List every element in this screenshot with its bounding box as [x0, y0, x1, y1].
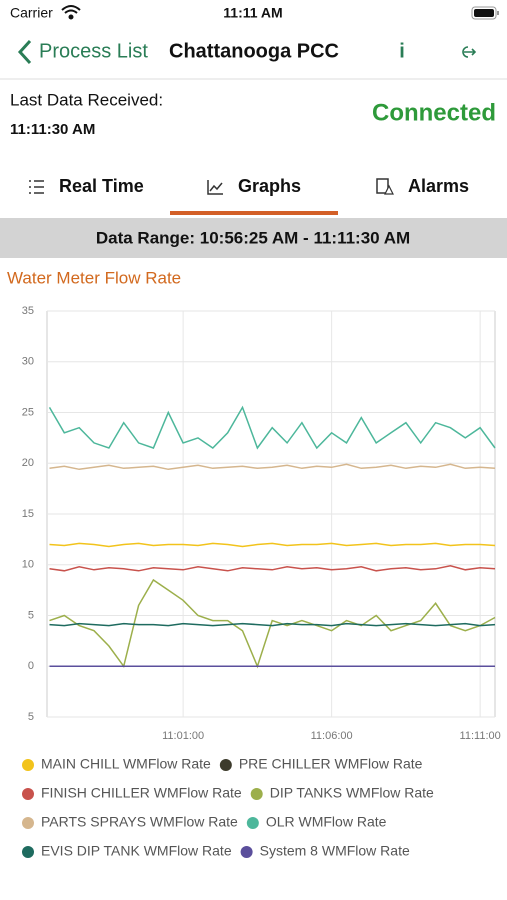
logout-button[interactable]	[462, 46, 477, 58]
y-tick-label: 5	[28, 609, 34, 621]
legend-label: PARTS SPRAYS WMFlow Rate	[41, 814, 238, 830]
y-tick-label: 25	[22, 406, 34, 418]
battery-icon	[471, 6, 499, 20]
series-line	[49, 578, 496, 669]
y-tick-label: 30	[22, 356, 34, 368]
legend-swatch	[22, 759, 34, 771]
legend-label: FINISH CHILLER WMFlow Rate	[41, 785, 242, 801]
last-data-label: Last Data Received:	[10, 90, 163, 109]
tab-alarms[interactable]: Alarms	[376, 176, 469, 196]
back-label[interactable]: Process List	[39, 40, 148, 62]
y-tick-label: 10	[22, 559, 34, 571]
tab-label[interactable]: Graphs	[238, 176, 301, 196]
legend-swatch	[240, 846, 253, 858]
connection-status: Connected	[372, 99, 496, 126]
legend-swatch	[250, 788, 263, 800]
back-button[interactable]: Process List	[17, 39, 148, 65]
legend-label: DIP TANKS WMFlow Rate	[270, 785, 434, 801]
data-range: Data Range: 10:56:25 AM - 11:11:30 AM	[96, 228, 410, 247]
last-data-time: 11:11:30 AM	[10, 121, 95, 138]
x-tick-label: 11:11:00	[460, 730, 501, 742]
legend-label: MAIN CHILL WMFlow Rate	[41, 756, 211, 772]
x-tick-label: 11:06:00	[311, 730, 353, 742]
info-button[interactable]: i	[399, 40, 405, 62]
legend-swatch	[246, 817, 259, 829]
tab-real-time[interactable]: Real Time	[29, 176, 144, 196]
series-line	[48, 405, 496, 450]
y-tick-label: 0	[28, 660, 34, 672]
y-tick-label: 5	[28, 711, 34, 723]
series-line	[49, 463, 496, 471]
series-line	[49, 542, 496, 548]
legend-label: EVIS DIP TANK WMFlow Rate	[41, 843, 232, 859]
y-tick-label: 15	[22, 508, 34, 520]
tab-label[interactable]: Alarms	[408, 176, 469, 196]
legend-label: System 8 WMFlow Rate	[260, 843, 410, 859]
legend-swatch	[22, 846, 34, 858]
wifi-icon	[61, 5, 81, 20]
carrier: Carrier	[10, 5, 53, 21]
legend-swatch	[22, 817, 34, 829]
tab-indicator	[170, 211, 338, 215]
y-tick-label: 20	[22, 457, 34, 469]
legend-label: PRE CHILLER WMFlow Rate	[239, 756, 423, 772]
legend-swatch	[219, 759, 232, 771]
nav-title: Chattanooga PCC	[169, 40, 339, 62]
range-bar	[0, 218, 507, 258]
tab-label[interactable]: Real Time	[59, 176, 144, 196]
tab-graphs[interactable]: Graphs	[207, 176, 301, 196]
x-tick-label: 11:01:00	[162, 730, 204, 742]
chart-title: Water Meter Flow Rate	[7, 268, 181, 287]
series-line	[49, 622, 496, 627]
y-tick-label: 35	[22, 305, 34, 317]
series-line	[49, 565, 496, 572]
legend-label: OLR WMFlow Rate	[266, 814, 387, 830]
legend-swatch	[22, 788, 34, 800]
clock: 11:11 AM	[223, 5, 282, 21]
